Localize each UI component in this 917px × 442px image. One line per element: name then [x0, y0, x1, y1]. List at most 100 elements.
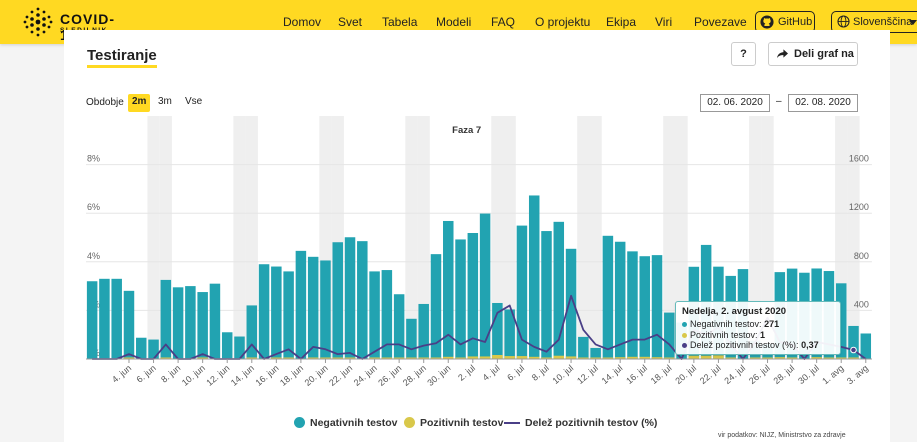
- bar-negative: [221, 332, 233, 359]
- bar-negative: [344, 237, 356, 359]
- x-tick-label: 22. jun: [327, 363, 354, 388]
- bar-negative: [99, 278, 110, 359]
- nav-viri[interactable]: Viri: [655, 15, 673, 29]
- x-tick-label: 14. jun: [229, 363, 256, 388]
- nav-faq[interactable]: FAQ: [491, 15, 516, 29]
- x-tick-label: 8. jun: [159, 363, 182, 385]
- tooltip-negative-label: Negativnih testov:: [690, 319, 762, 329]
- weekend-band: [761, 116, 774, 359]
- bar-positive: [786, 357, 798, 359]
- bar-positive: [774, 357, 786, 359]
- bar-negative: [123, 290, 135, 359]
- bar-positive: [197, 357, 208, 359]
- bar-negative: [418, 303, 429, 359]
- x-tick-label: 10. jun: [180, 363, 207, 388]
- legend-positive[interactable]: Pozitivnih testov: [404, 416, 503, 430]
- bar-positive: [246, 357, 258, 359]
- bar-negative: [86, 281, 98, 359]
- date-to-input[interactable]: 02. 08. 2020: [788, 94, 858, 112]
- bar-positive: [320, 357, 331, 359]
- plot-band-label: Faza 7: [452, 125, 481, 136]
- legend-share[interactable]: Delež pozitivnih testov (%): [504, 416, 657, 430]
- nav-o-projektu[interactable]: O projektu: [535, 15, 591, 29]
- range-2m[interactable]: 2m: [128, 94, 151, 112]
- bar-positive: [614, 357, 626, 359]
- nav-modeli[interactable]: Modeli: [436, 15, 472, 29]
- legend-share-swatch: [504, 422, 520, 424]
- bar-positive: [639, 356, 650, 359]
- bar-positive: [553, 355, 565, 359]
- legend-positive-swatch: [404, 417, 415, 428]
- x-tick-label: 26. jul: [747, 363, 772, 386]
- x-tick-label: 16. jun: [253, 363, 280, 388]
- tooltip-negative-value: 271: [764, 319, 780, 329]
- bar-negative: [504, 309, 515, 359]
- bar-negative: [443, 220, 454, 359]
- bar-positive: [123, 357, 135, 359]
- bar-positive: [381, 357, 393, 359]
- x-tick-label: 30. jun: [425, 363, 452, 388]
- weekend-band: [663, 116, 676, 359]
- nav-ekipa[interactable]: Ekipa: [606, 15, 637, 29]
- bar-negative: [848, 325, 859, 359]
- bar-negative: [835, 283, 847, 359]
- x-tick-label: 28. jul: [772, 363, 797, 386]
- share-arrow-icon: [777, 49, 788, 59]
- language-label: Slovenščina: [853, 16, 913, 28]
- date-from-input[interactable]: 02. 06. 2020: [700, 94, 770, 112]
- y-right-tick-label: 400: [854, 299, 869, 309]
- legend-negative-label: Negativnih testov: [310, 417, 398, 429]
- bar-negative: [381, 270, 393, 359]
- tooltip-positive-row: Pozitivnih testov: 1: [682, 330, 834, 341]
- tooltip-share-row: Delež pozitivnih testov (%): 0,37: [682, 340, 834, 351]
- legend-negative[interactable]: Negativnih testov: [294, 416, 398, 430]
- bar-negative: [209, 283, 221, 359]
- bar-negative: [295, 250, 307, 359]
- weekend-band: [577, 116, 590, 359]
- nav-povezave[interactable]: Povezave: [694, 15, 747, 29]
- x-tick-label: 12. jul: [575, 363, 600, 386]
- bar-negative: [565, 248, 577, 359]
- bar-positive: [455, 357, 466, 359]
- x-tick-label: 26. jun: [376, 363, 403, 388]
- bar-negative: [664, 312, 675, 359]
- bar-negative: [590, 347, 601, 359]
- bar-negative: [393, 294, 405, 359]
- bar-negative: [627, 251, 638, 359]
- bar-positive: [332, 357, 343, 359]
- legend-share-label: Delež pozitivnih testov (%): [525, 417, 658, 429]
- bar-positive: [835, 357, 847, 359]
- bar-positive: [823, 357, 835, 359]
- bar-positive: [492, 354, 503, 359]
- tooltip-share-label: Delež pozitivnih testov (%):: [690, 340, 799, 350]
- bar-positive: [418, 357, 429, 359]
- bar-negative: [602, 235, 614, 359]
- bar-negative: [639, 256, 650, 359]
- range-all[interactable]: Vse: [185, 96, 203, 107]
- share-point-highlight: [850, 346, 857, 354]
- nav-tabela[interactable]: Tabela: [382, 15, 418, 29]
- tooltip-positive-value: 1: [760, 329, 766, 340]
- weekend-band: [233, 116, 246, 359]
- bar-positive: [848, 357, 859, 359]
- range-3m[interactable]: 3m: [158, 96, 172, 107]
- bar-positive: [283, 357, 294, 359]
- bar-positive: [664, 357, 675, 359]
- bar-positive: [369, 357, 380, 359]
- x-tick-label: 4. jul: [481, 363, 502, 383]
- bar-negative: [283, 271, 294, 359]
- weekend-band: [675, 116, 688, 359]
- bar-positive: [688, 355, 700, 359]
- share-button[interactable]: Deli graf na: [768, 42, 858, 66]
- bar-negative: [516, 225, 528, 359]
- bar-negative: [271, 266, 282, 359]
- nav-svet[interactable]: Svet: [338, 15, 363, 29]
- y-left-tick-label: 6%: [87, 202, 100, 212]
- bar-positive: [393, 357, 405, 359]
- bar-negative: [541, 231, 552, 359]
- help-button[interactable]: ?: [731, 42, 756, 66]
- bar-negative: [246, 305, 258, 359]
- x-tick-label: 4. jun: [110, 363, 133, 385]
- x-tick-label: 10. jul: [551, 363, 576, 386]
